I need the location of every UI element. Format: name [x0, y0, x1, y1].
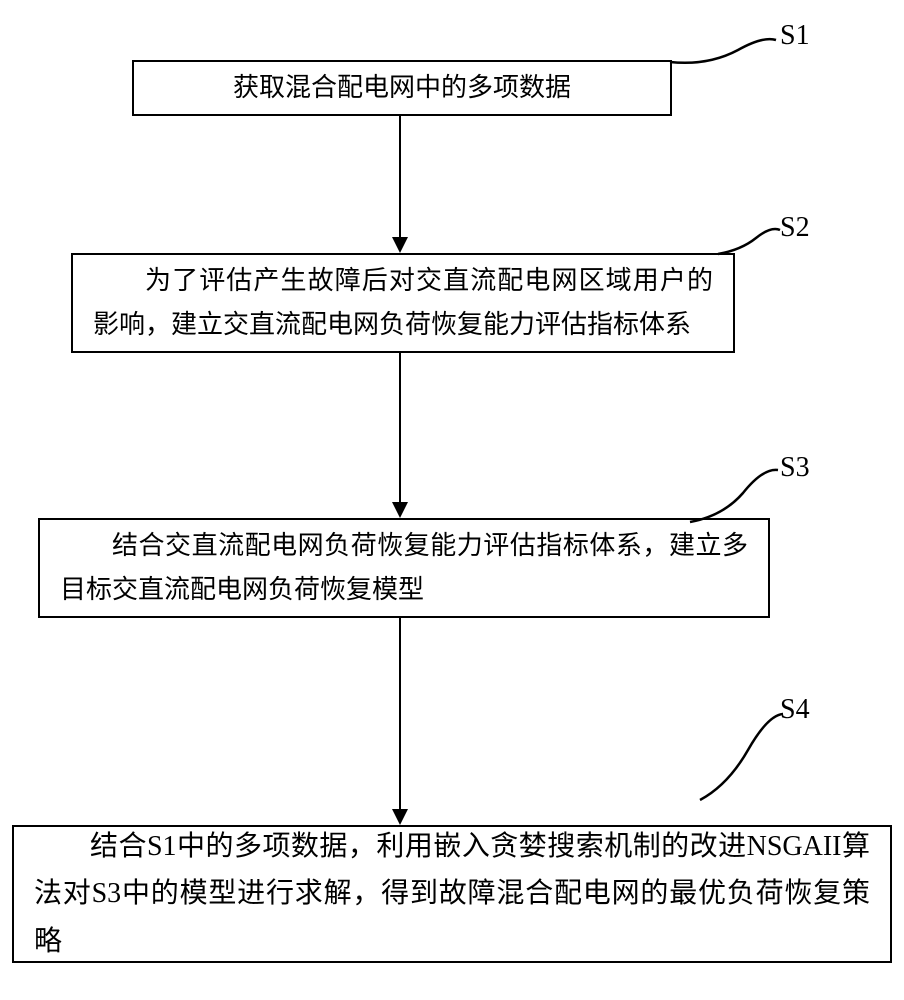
node-s3: 结合交直流配电网负荷恢复能力评估指标体系，建立多目标交直流配电网负荷恢复模型 [38, 518, 770, 618]
arrow-s3-s4 [399, 618, 401, 809]
curve-s1 [668, 30, 783, 70]
curve-s3 [688, 458, 783, 528]
node-s2: 为了评估产生故障后对交直流配电网区域用户的影响，建立交直流配电网负荷恢复能力评估… [71, 253, 735, 353]
node-s1: 获取混合配电网中的多项数据 [132, 60, 672, 116]
node-s4-text: 结合S1中的多项数据，利用嵌入贪婪搜索机制的改进NSGAII算法对S3中的模型进… [34, 823, 870, 966]
label-s1: S1 [780, 20, 810, 52]
node-s1-text: 获取混合配电网中的多项数据 [154, 66, 650, 110]
node-s2-text: 为了评估产生故障后对交直流配电网区域用户的影响，建立交直流配电网负荷恢复能力评估… [93, 259, 713, 347]
arrowhead-s1-s2 [392, 237, 408, 253]
flowchart-container: 获取混合配电网中的多项数据 S1 为了评估产生故障后对交直流配电网区域用户的影响… [0, 0, 904, 1000]
label-s4: S4 [780, 694, 810, 726]
node-s3-text: 结合交直流配电网负荷恢复能力评估指标体系，建立多目标交直流配电网负荷恢复模型 [60, 524, 748, 612]
curve-s2 [716, 220, 786, 260]
arrowhead-s2-s3 [392, 502, 408, 518]
label-s3: S3 [780, 452, 810, 484]
label-s2: S2 [780, 212, 810, 244]
curve-s4 [698, 700, 788, 805]
arrow-s2-s3 [399, 353, 401, 502]
node-s4: 结合S1中的多项数据，利用嵌入贪婪搜索机制的改进NSGAII算法对S3中的模型进… [12, 825, 892, 963]
arrow-s1-s2 [399, 116, 401, 237]
